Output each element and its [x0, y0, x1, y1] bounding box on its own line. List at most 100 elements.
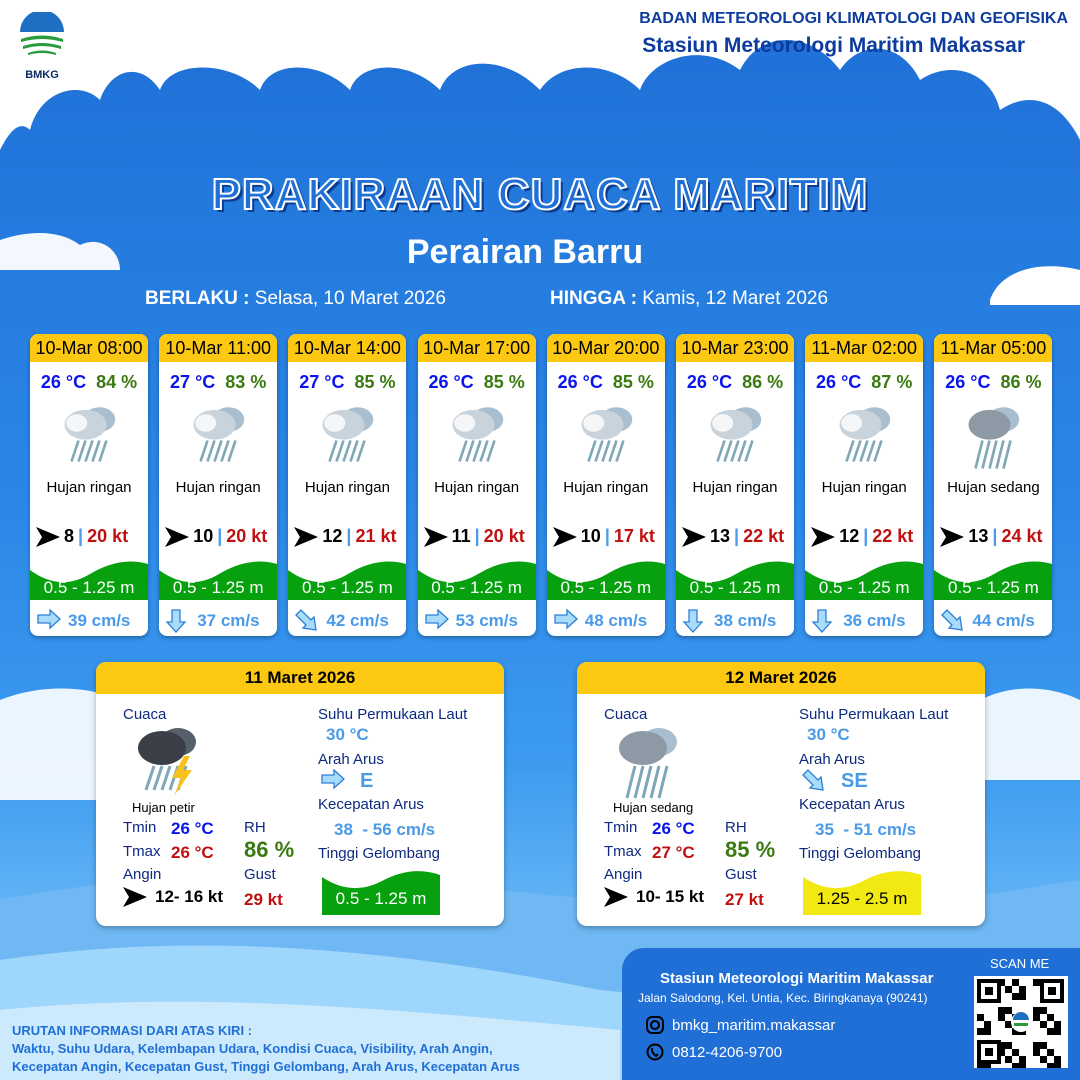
- humidity: 84 %: [96, 372, 138, 392]
- daily-summary-panel: 11 Maret 2026 Cuaca Hujan petir Tmin 26 …: [96, 662, 504, 926]
- light-rain-icon: [64, 407, 116, 462]
- current-speed: 38 cm/s: [714, 611, 777, 630]
- daily-wind: 12- 16 kt: [155, 887, 224, 906]
- forecast-time: 10-Mar 14:00: [288, 334, 407, 362]
- humidity: 86 %: [742, 372, 784, 392]
- instagram-icon: [646, 1016, 664, 1034]
- wave-height-shape: [676, 561, 794, 600]
- gust-speed: 20 kt: [483, 526, 525, 546]
- bmkg-logo: BMKG: [14, 10, 70, 81]
- forecast-card: 11-Mar 05:00 26 °C 86 % Hujan sedang 13 |…: [934, 334, 1053, 636]
- forecast-card: 10-Mar 20:00 26 °C 85 % Hujan ringan 10 |…: [546, 334, 665, 636]
- label-rh: RH: [244, 819, 266, 836]
- forecast-time: 10-Mar 08:00: [30, 334, 148, 362]
- air-temperature: 26 °C: [816, 372, 862, 392]
- weather-condition: Hujan sedang: [947, 479, 1040, 496]
- gust-speed: 20 kt: [87, 526, 129, 546]
- air-temperature: 26 °C: [945, 372, 991, 392]
- gust-speed: 22 kt: [872, 526, 914, 546]
- wave-height-shape: [30, 561, 148, 600]
- tmax-value: 27 °C: [652, 843, 695, 862]
- daily-condition: Hujan petir: [132, 800, 195, 815]
- current-speed-range: 38 - 56 cm/s: [334, 820, 436, 839]
- instagram-link[interactable]: bmkg_maritim.makassar: [646, 1016, 835, 1034]
- wave-height: 0.5 - 1.25 m: [689, 578, 781, 597]
- label-gust: Gust: [725, 866, 757, 883]
- wave-height-shape: [934, 561, 1053, 600]
- light-rain-icon: [839, 407, 891, 462]
- moderate-rain-icon: [619, 728, 677, 799]
- daily-gust: 29 kt: [244, 890, 283, 909]
- qr-code[interactable]: [974, 976, 1068, 1068]
- gust-speed: 22 kt: [743, 526, 785, 546]
- current-speed: 48 cm/s: [584, 611, 648, 630]
- daily-wind: 10- 15 kt: [636, 887, 705, 906]
- agency-name: BADAN METEOROLOGI KLIMATOLOGI DAN GEOFIS…: [639, 10, 1068, 27]
- forecast-time: 11-Mar 05:00: [934, 334, 1053, 362]
- phone-number: 0812-4206-9700: [672, 1043, 783, 1061]
- air-temperature: 26 °C: [40, 372, 87, 392]
- current-south-arrow-icon: [811, 609, 833, 633]
- wind-direction-arrow-icon: [604, 887, 628, 907]
- valid-from: BERLAKU : Selasa, 10 Maret 2026: [145, 288, 446, 310]
- air-temperature: 26 °C: [428, 372, 474, 392]
- logo-text: BMKG: [25, 69, 59, 81]
- humidity: 85 %: [354, 372, 396, 392]
- forecast-card: 10-Mar 14:00 27 °C 85 % Hujan ringan 12 |…: [288, 334, 407, 636]
- label-tmin: Tmin: [604, 819, 638, 836]
- air-temperature: 27 °C: [299, 372, 345, 392]
- daily-date: 11 Maret 2026: [96, 662, 504, 694]
- light-rain-icon: [193, 407, 245, 462]
- current-south-arrow-icon: [682, 609, 704, 633]
- current-southeast-arrow-icon: [295, 609, 318, 631]
- legend-line-1: Waktu, Suhu Udara, Kelembapan Udara, Kon…: [12, 1041, 493, 1056]
- label-wave-height: Tinggi Gelombang: [318, 845, 441, 862]
- wind-direction-arrow-icon: [36, 526, 60, 547]
- wind-direction-arrow-icon: [682, 526, 706, 547]
- wave-height-shape: [803, 871, 921, 915]
- wave-height-shape: [322, 871, 440, 915]
- air-temperature: 26 °C: [686, 372, 733, 392]
- wind-direction-arrow-icon: [294, 526, 319, 547]
- gust-speed: 20 kt: [226, 526, 268, 546]
- current-speed: 37 cm/s: [197, 611, 260, 630]
- page-title: PRAKIRAAN CUACA MARITIM: [211, 169, 869, 220]
- label-angin: Angin: [604, 866, 643, 883]
- weather-condition: Hujan ringan: [821, 479, 907, 496]
- gust-speed: 24 kt: [1001, 526, 1043, 546]
- forecast-time: 10-Mar 20:00: [546, 334, 665, 362]
- wave-height: 0.5 - 1.25 m: [560, 578, 652, 597]
- phone-link[interactable]: 0812-4206-9700: [646, 1043, 782, 1061]
- forecast-card: 11-Mar 02:00 26 °C 87 % Hujan ringan 12 |…: [805, 334, 924, 636]
- light-rain-icon: [581, 407, 633, 462]
- wave-height-shape: [546, 561, 665, 600]
- daily-summary-panel: 12 Maret 2026 Cuaca Hujan sedang Tmin 26…: [577, 662, 985, 926]
- weather-condition: Hujan ringan: [304, 479, 390, 496]
- weather-condition: Hujan ringan: [692, 479, 778, 496]
- forecast-card: 10-Mar 23:00 26 °C 86 % Hujan ringan 13 |…: [676, 334, 794, 636]
- air-temperature: 26 °C: [557, 372, 603, 392]
- current-direction: E: [360, 769, 374, 792]
- wind-speed: 13: [710, 526, 731, 546]
- footer-address: Jalan Salodong, Kel. Untia, Kec. Biringk…: [638, 991, 928, 1005]
- wind-speed: 11: [451, 526, 471, 546]
- current-speed: 36 cm/s: [843, 611, 906, 630]
- current-south-arrow-icon: [165, 609, 187, 633]
- current-southeast-arrow-icon: [941, 609, 964, 631]
- forecast-card: 10-Mar 08:00 26 °C 84 % Hujan ringan 8 | 2…: [30, 334, 148, 636]
- daily-date: 12 Maret 2026: [577, 662, 985, 694]
- daily-gust: 27 kt: [725, 890, 764, 909]
- wind-speed: 12: [322, 526, 343, 546]
- sst-value: 30 °C: [326, 725, 369, 744]
- moderate-rain-icon: [968, 407, 1020, 469]
- wave-height: 0.5 - 1.25 m: [431, 578, 522, 597]
- weather-condition: Hujan ringan: [434, 479, 520, 496]
- label-cuaca: Cuaca: [123, 706, 167, 723]
- footer-contact: Stasiun Meteorologi Maritim Makassar Jal…: [622, 948, 1080, 1080]
- wind-speed: 12: [839, 526, 860, 546]
- label-current-direction: Arah Arus: [318, 751, 384, 768]
- humidity: 85 %: [483, 372, 525, 392]
- valid-to: HINGGA : Kamis, 12 Maret 2026: [550, 288, 828, 310]
- forecast-time: 10-Mar 11:00: [159, 334, 278, 362]
- label-current-direction: Arah Arus: [799, 751, 865, 768]
